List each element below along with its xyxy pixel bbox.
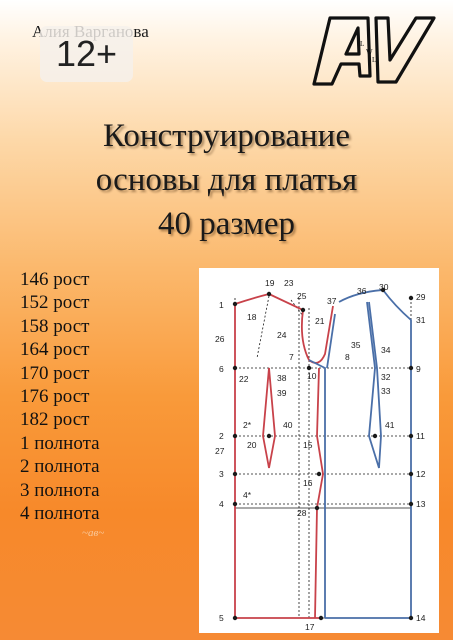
pt-label: 33 <box>381 386 391 396</box>
pt-label: 5 <box>219 613 224 623</box>
pt-label: 9 <box>416 364 421 374</box>
pt-label: 4* <box>243 490 252 500</box>
pt-label: 38 <box>277 373 287 383</box>
dress-pattern-drawing: 1 19 23 25 37 36 30 29 18 21 31 26 24 35… <box>199 268 439 633</box>
size-list: 146 рост 152 рост 158 рост 164 рост 170 … <box>20 268 100 525</box>
pt-label: 13 <box>416 499 426 509</box>
pt-label: 29 <box>416 292 426 302</box>
title-line-1: Конструирование <box>103 118 350 154</box>
pt-label: 22 <box>239 374 249 384</box>
book-title: Конструирование основы для платья 40 раз… <box>0 114 453 246</box>
fullness-item: 3 полнота <box>20 479 100 501</box>
pt-label: 23 <box>284 278 294 288</box>
pt-label: 15 <box>303 440 313 450</box>
pt-label: 18 <box>247 312 257 322</box>
pt-label: 6 <box>219 364 224 374</box>
pt-label: 31 <box>416 315 426 325</box>
pt-label: 21 <box>315 316 325 326</box>
fullness-item: 4 полнота <box>20 503 100 525</box>
pt-label: 8 <box>345 352 350 362</box>
size-item: 170 рост <box>20 362 90 384</box>
pt-label: 32 <box>381 372 391 382</box>
pt-label: 11 <box>416 431 425 441</box>
pt-label: 34 <box>381 345 391 355</box>
pt-label: 39 <box>277 388 287 398</box>
pt-label: 41 <box>385 420 395 430</box>
pt-label: 27 <box>215 446 225 456</box>
title-line-2: основы для платья <box>95 162 358 198</box>
pt-label: 37 <box>327 296 337 306</box>
pt-label: 20 <box>247 440 257 450</box>
pt-label: 3 <box>219 469 224 479</box>
signature-mark: ~ав~ <box>82 527 105 539</box>
pt-label: 2* <box>243 420 252 430</box>
pt-label: 30 <box>379 282 389 292</box>
title-line-3: 40 размер <box>158 206 295 242</box>
size-item: 146 рост <box>20 269 90 290</box>
pt-label: 28 <box>297 508 307 518</box>
size-item: 182 рост <box>20 409 90 431</box>
pt-label: 36 <box>357 286 367 296</box>
pt-label: 7 <box>289 352 294 362</box>
pt-label: 19 <box>265 278 275 288</box>
fullness-item: 2 полнота <box>20 456 100 478</box>
size-item: 164 рост <box>20 339 90 361</box>
pt-label: 14 <box>416 613 426 623</box>
pt-label: 16 <box>303 478 313 488</box>
pt-label: 25 <box>297 291 307 301</box>
pt-label: 26 <box>215 334 225 344</box>
pt-label: 40 <box>283 420 293 430</box>
pt-label: 4 <box>219 499 224 509</box>
size-item: 152 рост <box>20 292 90 314</box>
pt-label: 24 <box>277 330 287 340</box>
pattern-red-lines <box>234 293 334 619</box>
logo-letter-l2: L <box>372 56 376 64</box>
av-logo: L W L <box>312 14 436 86</box>
pt-label: 1 <box>219 300 224 310</box>
size-item: 176 рост <box>20 386 90 408</box>
logo-letter-w: W <box>366 48 373 56</box>
fullness-item: 1 полнота <box>20 432 100 454</box>
pt-label: 35 <box>351 340 361 350</box>
pt-label: 12 <box>416 469 426 479</box>
size-item: 158 рост <box>20 315 90 337</box>
pt-label: 10 <box>307 371 317 381</box>
logo-letter-l1: L <box>360 40 364 48</box>
pt-label: 17 <box>305 622 315 632</box>
pt-label: 2 <box>219 431 224 441</box>
age-rating-badge: 12+ <box>40 26 133 82</box>
